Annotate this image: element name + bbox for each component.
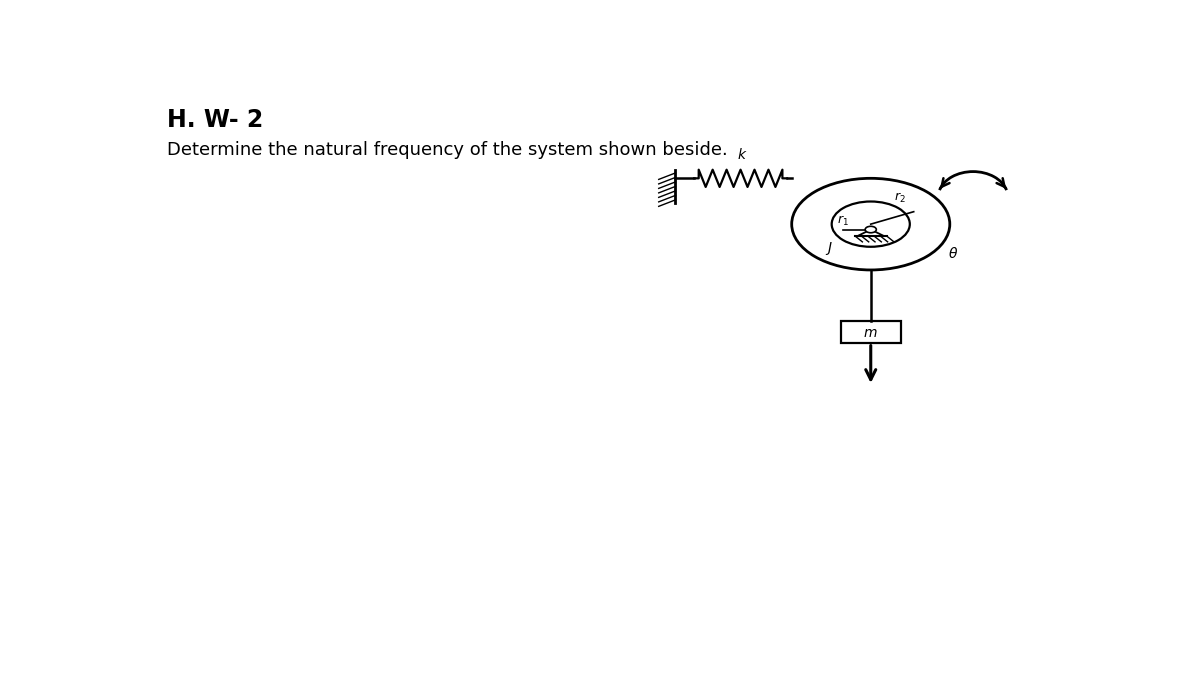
Text: $m$: $m$: [864, 326, 878, 340]
Text: H. W- 2: H. W- 2: [167, 108, 263, 132]
Circle shape: [865, 226, 876, 233]
Text: $J$: $J$: [824, 240, 833, 257]
Text: $k$: $k$: [737, 147, 748, 162]
Text: Determine the natural frequency of the system shown beside.: Determine the natural frequency of the s…: [167, 141, 727, 159]
Text: $r_1$: $r_1$: [838, 214, 850, 228]
Bar: [840, 321, 901, 343]
Text: $r_2$: $r_2$: [894, 191, 906, 205]
Text: $\theta$: $\theta$: [948, 246, 958, 261]
